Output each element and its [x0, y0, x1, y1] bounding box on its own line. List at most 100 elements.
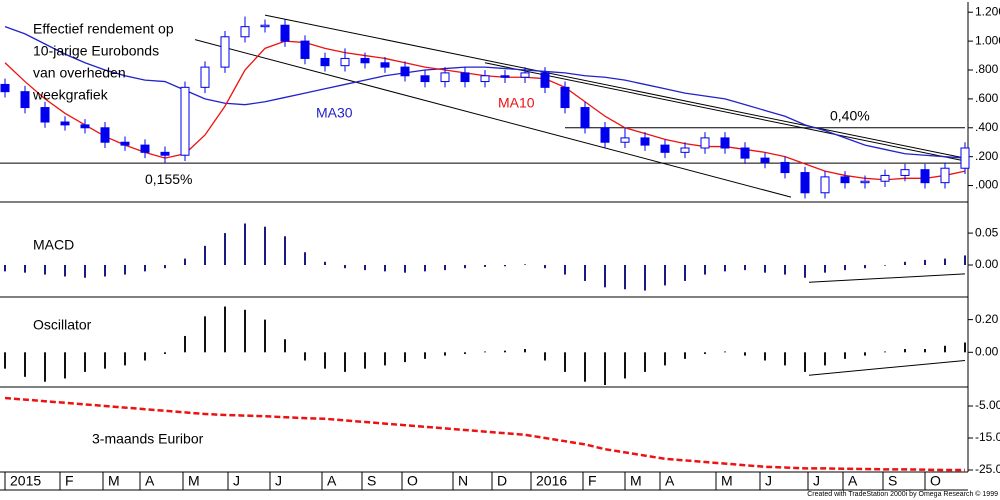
candle-body: [860, 180, 870, 184]
candle-body: [840, 176, 850, 184]
level-label: 0,40%: [830, 107, 870, 123]
candle-body: [480, 75, 490, 83]
candle-body: [660, 144, 670, 153]
x-tick-label: A: [327, 473, 337, 489]
y-tick-label: .800: [975, 62, 999, 76]
candle-body: [600, 127, 610, 143]
y-tick-label: 1.000: [975, 33, 1000, 47]
candle-body: [380, 62, 390, 68]
candle-body: [180, 86, 190, 156]
candle-body: [920, 169, 930, 184]
y-tick-label: .400: [975, 120, 999, 134]
candle-body: [340, 57, 350, 67]
ma-label: MA10: [498, 95, 535, 111]
candle-body: [280, 24, 290, 42]
x-tick-label: A: [665, 473, 675, 489]
candle-body: [60, 121, 70, 126]
x-tick-label: A: [848, 473, 858, 489]
trend-line: [264, 14, 966, 159]
y-tick-label: .200: [975, 149, 999, 163]
level-label: 0,155%: [145, 171, 192, 187]
y-tick-label: 0.05: [975, 225, 999, 239]
y-tick-label: .600: [975, 91, 999, 105]
annotation: van overheden: [33, 65, 126, 81]
candle-body: [460, 72, 470, 83]
candle-body: [560, 86, 570, 109]
candle-body: [960, 147, 970, 169]
candle-body: [120, 141, 130, 146]
candle-body: [160, 151, 170, 156]
x-tick-label: N: [458, 473, 468, 489]
y-tick-label: 0.20: [975, 312, 999, 326]
x-tick-label: J: [233, 473, 240, 489]
candle-body: [700, 137, 710, 149]
candle-body: [500, 75, 510, 78]
panel-title: Oscillator: [33, 317, 92, 333]
y-tick-label: 0.00: [975, 257, 999, 271]
x-tick-label: S: [367, 473, 376, 489]
candle-body: [820, 176, 830, 194]
annotation: weekgrafiek: [32, 87, 109, 103]
candle-body: [800, 172, 810, 194]
y-tick-label: .000: [975, 178, 999, 192]
trend-line: [194, 39, 792, 198]
candle-body: [320, 57, 330, 67]
x-tick-label: 2015: [10, 473, 41, 489]
x-tick-label: J: [813, 473, 820, 489]
candle-body: [440, 72, 450, 83]
x-tick-label: O: [930, 473, 941, 489]
candle-body: [20, 91, 30, 109]
candle-body: [40, 107, 50, 123]
candle-body: [260, 24, 270, 28]
candle-body: [760, 157, 770, 163]
footer: Created with TradeStation 2000i by Omega…: [807, 490, 998, 498]
y-tick-label: -5.00: [975, 398, 1000, 412]
candle-body: [300, 40, 310, 59]
x-tick-label: M: [721, 473, 733, 489]
y-tick-label: -25.00: [975, 462, 1000, 476]
candle-body: [0, 83, 10, 93]
moving-average-line: [4, 26, 966, 159]
x-tick-label: S: [888, 473, 897, 489]
x-tick-label: O: [407, 473, 418, 489]
y-tick-label: 1.200: [975, 4, 1000, 18]
candle-body: [740, 147, 750, 159]
candle-body: [400, 66, 410, 77]
candle-body: [240, 26, 250, 38]
candle-body: [580, 107, 590, 129]
panel-title: 3-maands Euribor: [92, 431, 204, 447]
y-tick-label: -15.00: [975, 430, 1000, 444]
candle-body: [80, 124, 90, 129]
candle-body: [680, 147, 690, 153]
x-tick-label: J: [275, 473, 282, 489]
candle-body: [620, 137, 630, 143]
candle-body: [540, 72, 550, 88]
candle-body: [880, 174, 890, 182]
x-tick-label: F: [588, 473, 597, 489]
panel-title: MACD: [33, 237, 74, 253]
candle-body: [140, 144, 150, 153]
candle-body: [640, 137, 650, 146]
candle-body: [420, 75, 430, 83]
x-tick-label: F: [65, 473, 74, 489]
candle-body: [520, 72, 530, 78]
x-tick-label: 2016: [536, 473, 567, 489]
annotation: Effectief rendement op: [33, 21, 174, 37]
x-tick-label: M: [188, 473, 200, 489]
candle-body: [200, 66, 210, 88]
x-tick-label: J: [765, 473, 772, 489]
candle-body: [100, 127, 110, 143]
trend-line: [484, 62, 966, 162]
trend-line: [808, 273, 966, 283]
x-tick-label: M: [630, 473, 642, 489]
x-tick-label: A: [145, 473, 155, 489]
y-tick-label: 0.00: [975, 344, 999, 358]
candle-body: [940, 167, 950, 184]
candle-body: [900, 169, 910, 176]
x-tick-label: D: [497, 473, 507, 489]
trend-line: [808, 359, 966, 376]
annotation: 10-jarige Eurobonds: [33, 43, 159, 59]
x-tick-label: M: [108, 473, 120, 489]
